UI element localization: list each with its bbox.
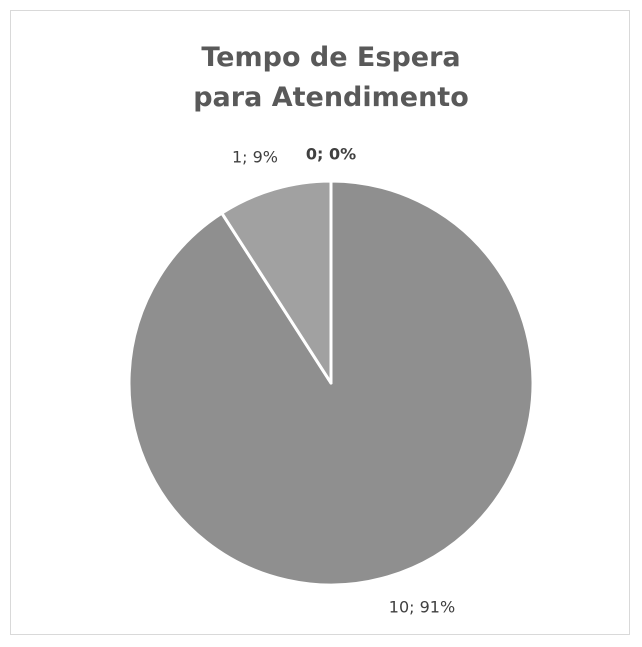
data-label: 1; 9% (232, 148, 278, 167)
pie-slice (220, 179, 333, 385)
chart-frame (10, 10, 630, 635)
chart-title: Tempo de Espera para Atendimento (193, 42, 469, 113)
data-label: 10; 91% (389, 597, 455, 616)
data-label: 0; 0% (306, 145, 356, 164)
